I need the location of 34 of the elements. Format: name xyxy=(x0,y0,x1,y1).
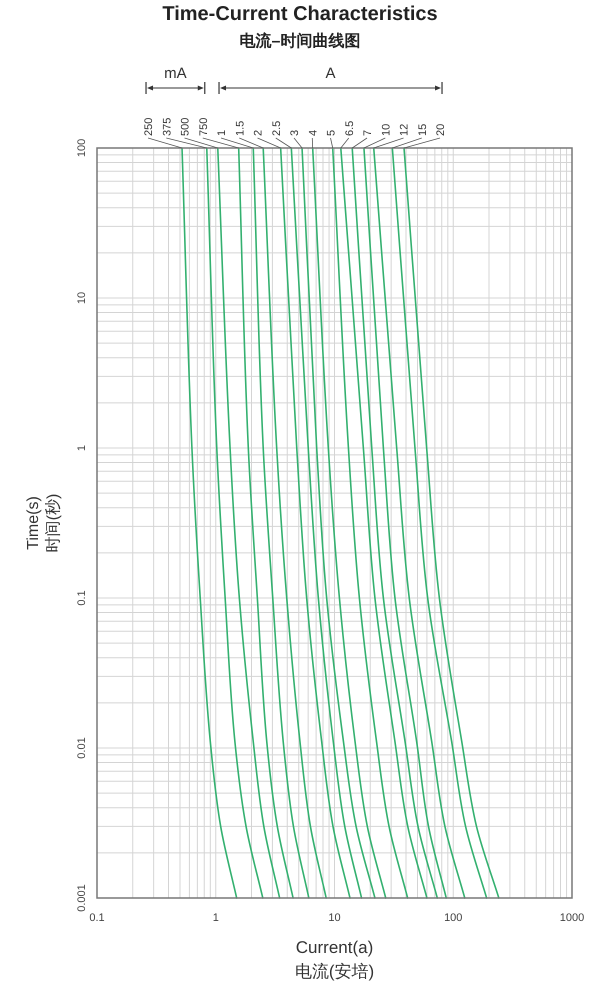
text: 1 xyxy=(216,130,228,136)
y-tick-label: 100 xyxy=(76,138,88,158)
text: 750 xyxy=(198,118,210,136)
x-axis-title: Current(a) 电流(安培) xyxy=(294,938,374,981)
text: 20 xyxy=(435,124,448,136)
y-tick-label: 0.01 xyxy=(76,737,88,759)
text: 4 xyxy=(307,130,320,136)
text: 15 xyxy=(416,124,429,136)
text: 1.5 xyxy=(234,120,246,136)
x-tick-label: 10 xyxy=(328,912,341,924)
text: 6.5 xyxy=(344,120,356,136)
text: 10 xyxy=(380,124,392,136)
text: 500 xyxy=(180,118,192,136)
x-tick-label: 0.1 xyxy=(89,912,105,924)
text: 2.5 xyxy=(270,120,283,136)
y-tick-label: 0.1 xyxy=(76,590,88,606)
text: mA xyxy=(164,65,187,82)
text: A xyxy=(326,65,336,82)
chart-subtitle: 电流–时间曲线图 xyxy=(240,31,360,50)
x-tick-label: 100 xyxy=(444,912,462,924)
text: 3 xyxy=(289,130,302,136)
text: 5 xyxy=(326,130,338,136)
x-tick-label: 1000 xyxy=(560,912,584,924)
text: 7 xyxy=(362,130,374,136)
text: 12 xyxy=(398,124,411,136)
y-axis-title: Time(s) 时间(秒) xyxy=(25,494,62,552)
text: 250 xyxy=(143,118,156,136)
chart-title: Time-Current Characteristics xyxy=(162,3,438,25)
y-tick-label: 10 xyxy=(76,292,88,304)
y-tick-label: 0.001 xyxy=(76,884,88,912)
x-tick-label: 1 xyxy=(212,912,219,924)
y-tick-label: 1 xyxy=(76,444,88,452)
text: 2 xyxy=(252,130,265,136)
text: 375 xyxy=(161,118,174,136)
